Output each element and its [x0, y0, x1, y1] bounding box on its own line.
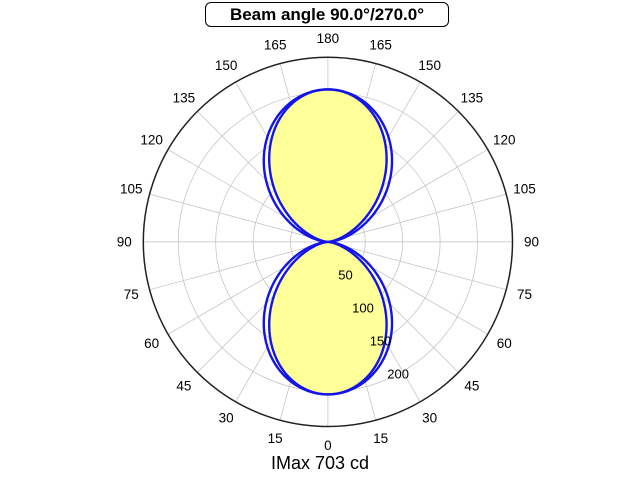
svg-text:60: 60	[497, 336, 512, 351]
svg-text:15: 15	[268, 431, 283, 446]
svg-text:120: 120	[493, 133, 516, 148]
svg-text:135: 135	[173, 90, 196, 105]
svg-text:90: 90	[117, 234, 132, 249]
svg-text:180: 180	[317, 31, 340, 46]
svg-text:100: 100	[352, 300, 374, 315]
svg-text:150: 150	[215, 58, 238, 73]
svg-text:30: 30	[219, 411, 234, 426]
svg-text:150: 150	[370, 333, 392, 348]
svg-text:90: 90	[524, 234, 539, 249]
svg-text:165: 165	[264, 38, 287, 53]
svg-text:105: 105	[120, 182, 143, 197]
svg-text:135: 135	[461, 90, 484, 105]
svg-text:50: 50	[338, 267, 352, 282]
svg-text:150: 150	[418, 58, 441, 73]
svg-text:120: 120	[140, 133, 163, 148]
svg-text:45: 45	[464, 378, 479, 393]
svg-text:105: 105	[513, 182, 536, 197]
svg-text:0: 0	[324, 438, 332, 453]
svg-text:60: 60	[144, 336, 159, 351]
svg-text:75: 75	[124, 287, 139, 302]
svg-text:200: 200	[387, 366, 409, 381]
svg-text:30: 30	[422, 411, 437, 426]
svg-text:15: 15	[373, 431, 388, 446]
svg-text:165: 165	[369, 38, 392, 53]
svg-text:75: 75	[517, 287, 532, 302]
svg-text:45: 45	[176, 378, 191, 393]
